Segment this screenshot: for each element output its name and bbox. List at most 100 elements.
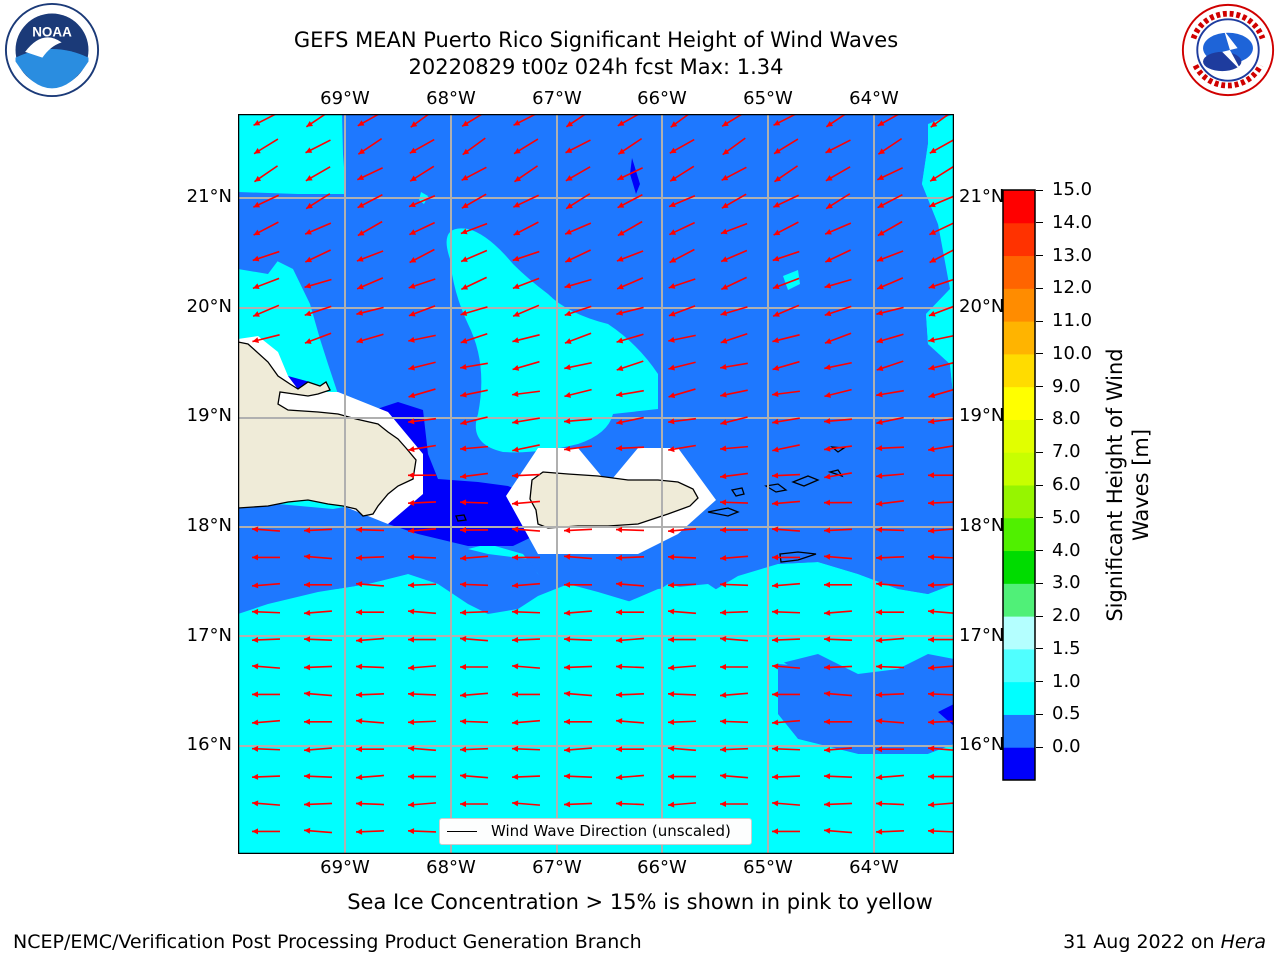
land-vieques — [707, 507, 740, 517]
colorbar-tick-label: 10.0 — [1052, 342, 1093, 364]
wind-wave-arrow-head — [928, 472, 935, 479]
wind-wave-arrow-head — [720, 499, 727, 506]
wind-wave-arrow-head — [513, 311, 520, 317]
wind-wave-arrow-head — [356, 637, 363, 644]
footer-branch: NCEP/EMC/Verification Post Processing Pr… — [13, 931, 642, 953]
wind-wave-arrow-head — [616, 256, 624, 262]
wind-wave-arrow-head — [460, 692, 467, 699]
wind-wave-arrow-head — [720, 746, 727, 753]
colorbar-block — [1003, 583, 1035, 617]
wind-wave-arrow-head — [254, 148, 261, 154]
wind-wave-arrow-head — [772, 636, 779, 643]
wind-wave-arrow-head — [356, 256, 364, 262]
wind-wave-arrow-head — [824, 746, 831, 753]
wind-wave-arrow-head — [512, 283, 520, 290]
wind-wave-arrow-head — [720, 527, 727, 534]
wind-wave-arrow-head — [252, 691, 258, 698]
wind-wave-arrow-head — [772, 337, 779, 344]
lat-label-left: 16°N — [186, 734, 232, 755]
wind-wave-arrow-head — [929, 229, 937, 235]
wind-wave-arrow-head — [668, 554, 675, 561]
wind-wave-arrow-head — [356, 691, 363, 698]
wind-wave-arrow-head — [252, 283, 260, 290]
wind-wave-arrow-head — [564, 392, 571, 398]
wind-wave-arrow-head — [514, 175, 522, 182]
field-cyan-east2 — [926, 289, 954, 404]
wind-wave-arrow-head — [772, 500, 779, 507]
field-darkblue-east — [938, 704, 954, 726]
wind-wave-arrow-head — [460, 228, 468, 235]
colorbar-block — [1003, 681, 1035, 715]
wind-wave-arrow-head — [564, 636, 571, 643]
lon-label-top: 64°W — [849, 88, 899, 109]
wind-wave-arrow-head — [876, 554, 883, 561]
wind-wave-arrow-head — [564, 445, 571, 452]
colorbar-block — [1003, 517, 1035, 552]
wind-wave-arrow-head — [566, 120, 574, 127]
colorbar-tick-mark — [1036, 484, 1043, 486]
field-blue-south — [778, 659, 954, 754]
wind-wave-arrow-head — [460, 527, 467, 534]
wind-wave-arrow-head — [305, 228, 312, 235]
wind-wave-arrow-head — [928, 418, 935, 425]
wind-wave-arrow-head — [720, 310, 728, 316]
wind-wave-arrow-head — [824, 527, 831, 534]
colorbar-tick-label: 12.0 — [1052, 277, 1093, 299]
wind-wave-arrow-head — [772, 283, 780, 290]
wind-wave-arrow-head — [876, 391, 883, 398]
wind-wave-arrow-head — [772, 391, 779, 397]
wind-wave-arrow-head — [928, 336, 935, 343]
wind-wave-arrow-head — [356, 609, 362, 616]
wind-wave-arrow-head — [876, 500, 883, 507]
wind-wave-arrow-head — [826, 120, 834, 127]
wind-wave-arrow-head — [253, 119, 261, 126]
wind-wave-arrow-head — [928, 499, 935, 506]
wind-wave-arrow-head — [668, 664, 675, 671]
wind-wave-arrow-head — [928, 527, 935, 534]
wind-wave-arrow-head — [876, 365, 884, 371]
colorbar-tick-label: 8.0 — [1052, 408, 1081, 430]
wind-wave-arrow-head — [928, 719, 935, 726]
wind-wave-arrow-head — [460, 718, 467, 725]
wind-wave-arrow-head — [460, 581, 467, 588]
wind-wave-arrow-head — [304, 609, 311, 616]
wind-wave-arrow-head — [512, 391, 519, 397]
wind-wave-arrow-head — [876, 309, 883, 316]
wind-wave-arrow-head — [306, 120, 314, 127]
wind-wave-arrow-head — [304, 636, 311, 643]
wind-wave-arrow-head — [876, 419, 883, 425]
wind-wave-arrow-head — [254, 175, 262, 182]
wind-wave-arrow-head — [512, 582, 519, 589]
wind-wave-arrow-head — [876, 609, 882, 616]
wind-wave-arrow-head — [825, 228, 832, 235]
wind-wave-arrow-head — [461, 256, 468, 262]
colorbar-tick-label: 4.0 — [1052, 539, 1081, 561]
wind-wave-arrow-head — [512, 418, 519, 425]
wind-wave-arrow-head — [929, 257, 937, 263]
wind-wave-arrow-head — [512, 800, 519, 807]
wind-wave-arrow-head — [513, 201, 521, 208]
wind-wave-arrow-head — [617, 202, 625, 208]
wind-wave-arrow-head — [772, 255, 780, 262]
wind-wave-arrow-head — [669, 229, 677, 235]
wind-wave-arrow-head — [616, 391, 623, 398]
wind-wave-arrow-head — [929, 147, 937, 154]
wind-wave-arrow-head — [668, 691, 675, 698]
colorbar-block — [1003, 452, 1035, 486]
lat-label-right: 16°N — [959, 734, 1005, 755]
wind-wave-arrow-head — [876, 526, 883, 533]
colorbar-block — [1003, 419, 1035, 453]
field-darkblue-north — [630, 158, 640, 194]
wind-wave-arrow-head — [668, 310, 676, 317]
wind-wave-arrow-head — [512, 608, 519, 615]
wind-wave-arrow-head — [462, 120, 469, 127]
colorbar-block — [1003, 386, 1035, 420]
wind-wave-arrow-head — [408, 554, 415, 561]
wind-wave-arrow-head — [616, 718, 623, 725]
wind-wave-arrow-head — [512, 773, 519, 780]
wind-wave-arrow-head — [460, 664, 466, 670]
wind-wave-arrow-head — [357, 120, 365, 126]
wind-wave-arrow-head — [617, 229, 625, 236]
wind-wave-arrow-head — [774, 175, 782, 182]
wind-wave-arrow-head — [928, 773, 934, 780]
